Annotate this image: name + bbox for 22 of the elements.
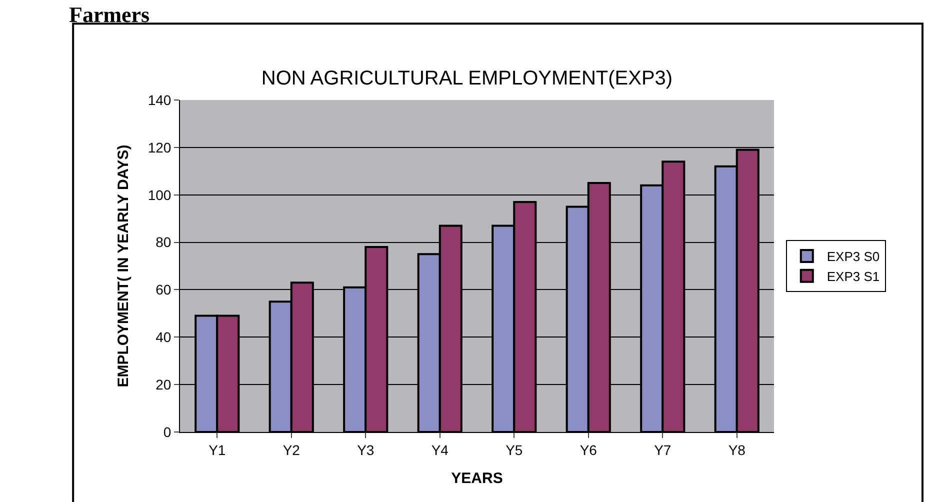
y-tick-label: 60 (156, 282, 172, 298)
x-axis-title: YEARS (451, 470, 503, 487)
y-tick-label: 100 (148, 186, 172, 203)
y-axis-title: EMPLOYMENT( IN YEARLY DAYS) (115, 144, 132, 388)
x-tick-label: Y5 (506, 442, 523, 458)
legend-label: EXP3 S0 (826, 249, 880, 264)
legend-label: EXP3 S1 (826, 268, 880, 284)
x-tick-label: Y4 (431, 442, 449, 458)
y-tick-label: 120 (148, 139, 172, 156)
x-tick-label: Y3 (357, 442, 374, 458)
chart-title: NON AGRICULTURAL EMPLOYMENT(EXP3) (261, 67, 673, 90)
x-tick-label: Y7 (654, 442, 672, 458)
x-tick-label: Y6 (580, 442, 598, 458)
text: Farmers (69, 2, 150, 27)
y-tick-label: 0 (163, 424, 172, 440)
y-tick-label: 80 (156, 234, 172, 250)
y-tick-label: 140 (148, 92, 172, 108)
y-tick-label: 20 (156, 376, 172, 392)
y-tick-label: 40 (156, 329, 172, 346)
x-tick-label: Y1 (208, 442, 226, 458)
x-tick-label: Y8 (728, 442, 746, 458)
x-tick-label: Y2 (282, 442, 300, 458)
